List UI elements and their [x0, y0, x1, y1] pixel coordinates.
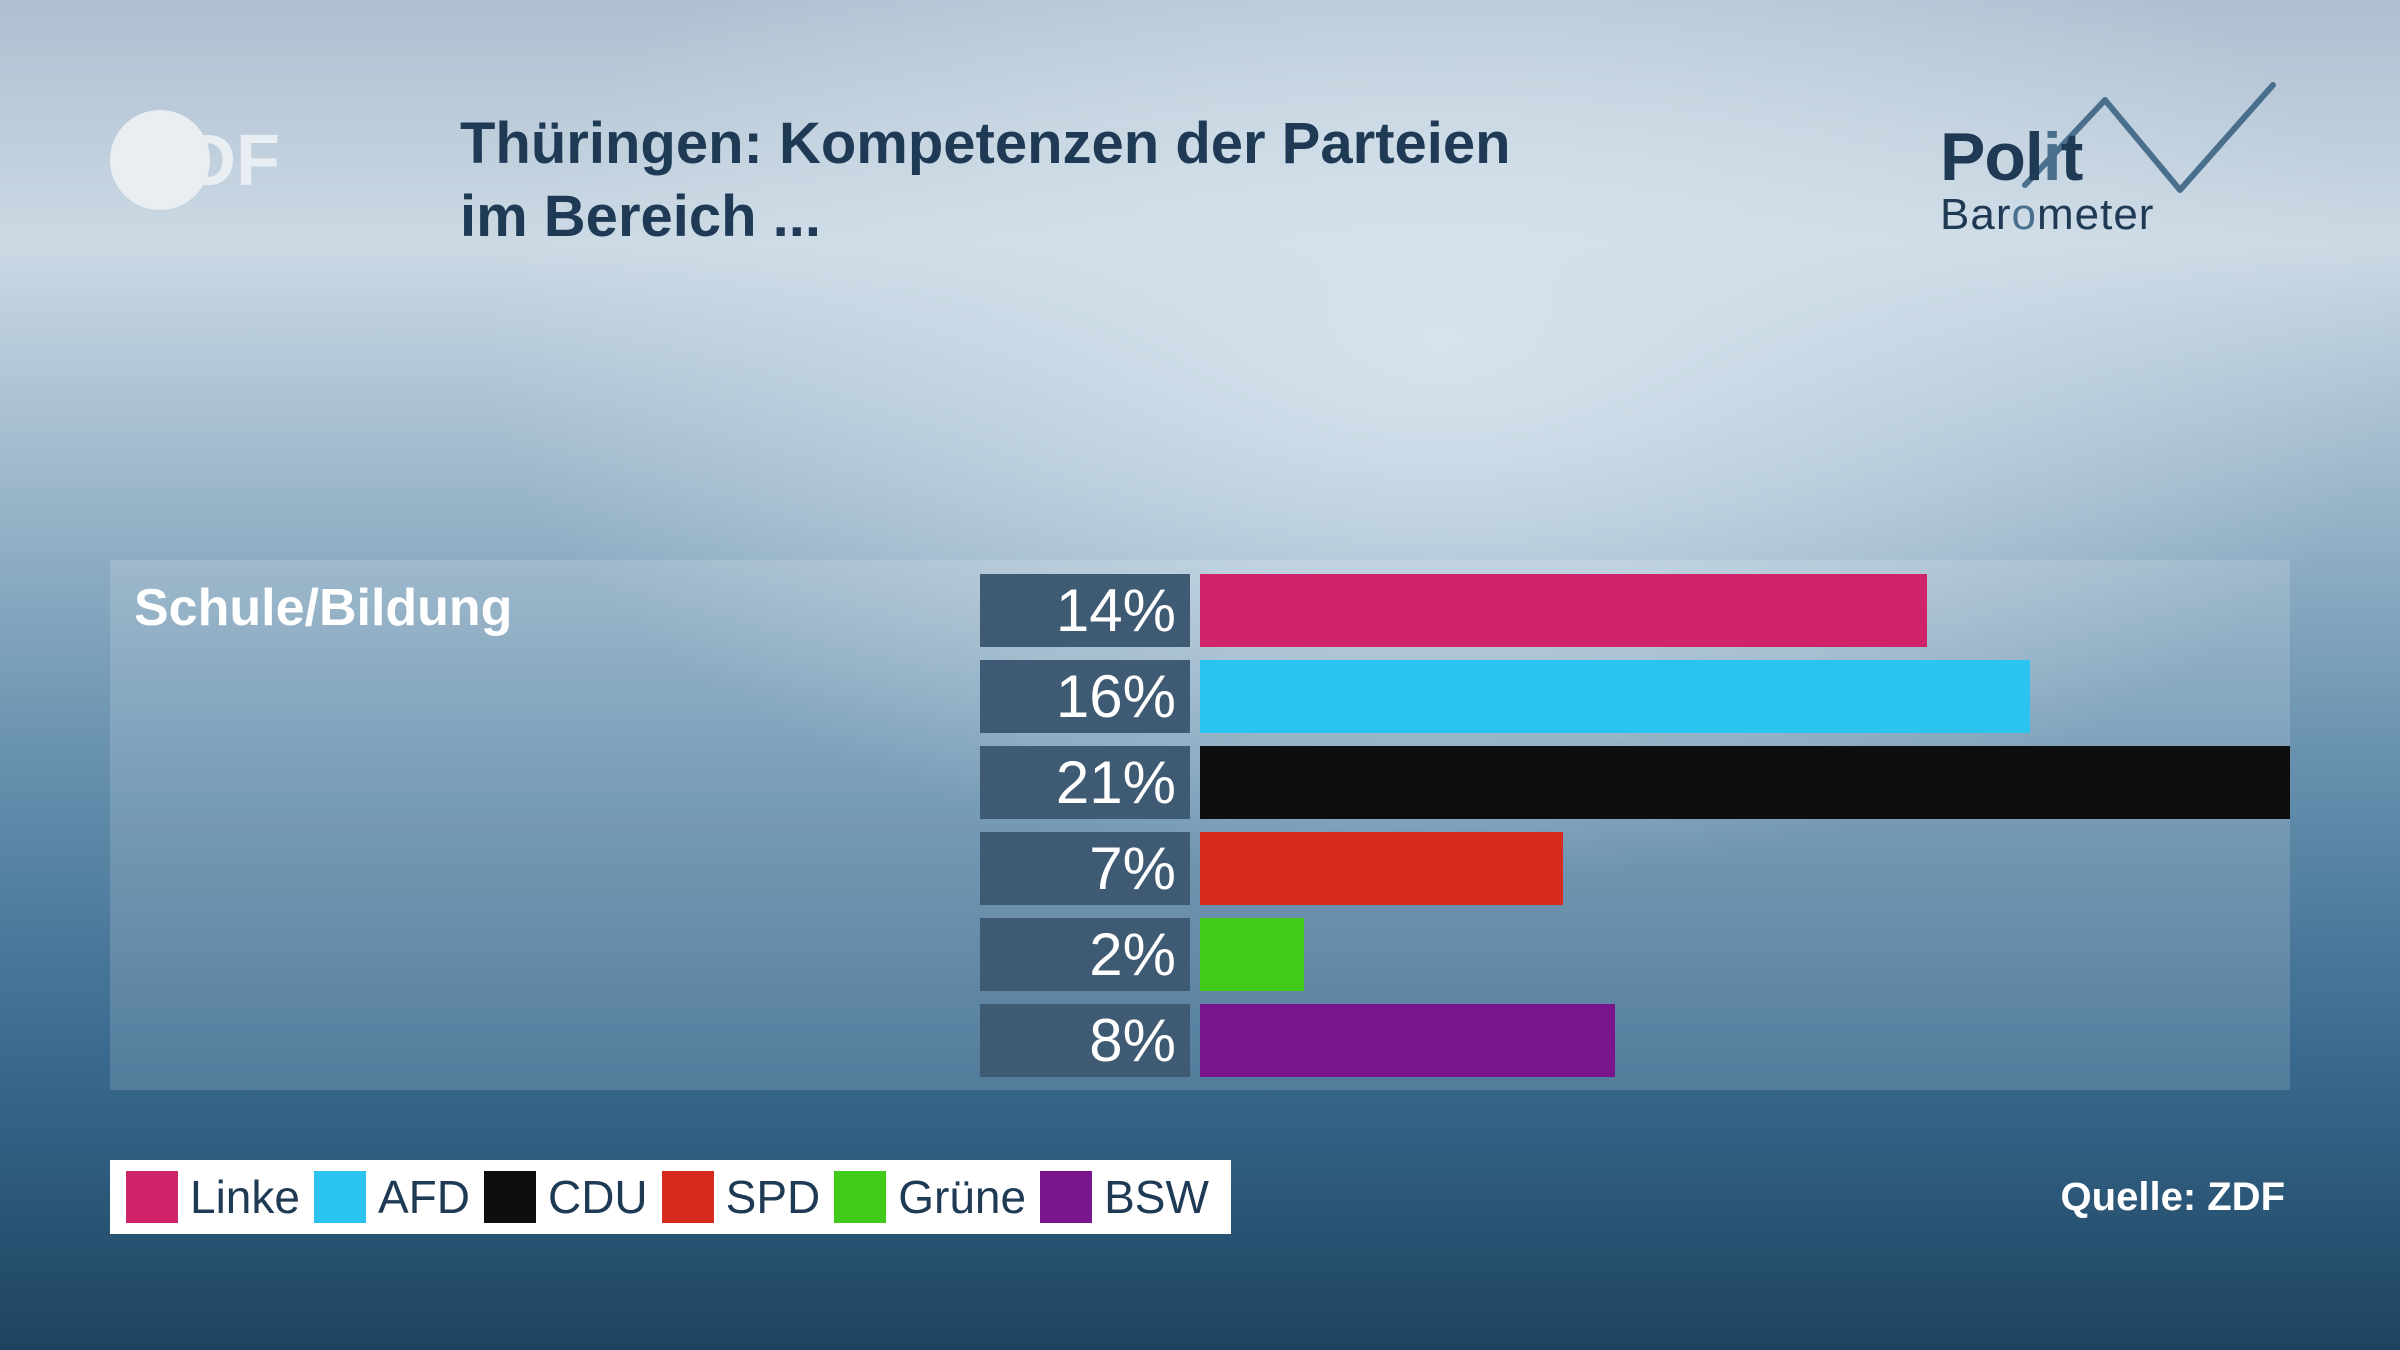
bar-track [1200, 918, 2290, 991]
chart-panel: Schule/Bildung 14% 16% 21% 7% 2% 8% [110, 560, 2290, 1090]
chart-row: 16% [980, 660, 2290, 733]
zdf-logo: DF [110, 110, 320, 210]
bar-afd [1200, 660, 2030, 733]
bar-track [1200, 832, 2290, 905]
legend-label: CDU [548, 1170, 648, 1224]
zdf-logo-text: DF [184, 120, 280, 202]
bar-grüne [1200, 918, 1304, 991]
chart-row: 2% [980, 918, 2290, 991]
chart-row: 14% [980, 574, 2290, 647]
brand-line-2: Barometer [1940, 190, 2154, 240]
title-line-2: im Bereich ... [460, 184, 821, 249]
legend-swatch [484, 1171, 536, 1223]
bar-track [1200, 1004, 2290, 1077]
pct-label: 2% [980, 918, 1190, 991]
source-text: Quelle: ZDF [2061, 1175, 2285, 1220]
pct-label: 21% [980, 746, 1190, 819]
legend-swatch [126, 1171, 178, 1223]
chart-row: 8% [980, 1004, 2290, 1077]
pct-label: 7% [980, 832, 1190, 905]
pct-label: 16% [980, 660, 1190, 733]
chart-category-label: Schule/Bildung [134, 578, 512, 638]
bar-track [1200, 660, 2290, 733]
bar-linke [1200, 574, 1927, 647]
legend-item: Grüne [834, 1170, 1026, 1224]
legend-label: Grüne [898, 1170, 1026, 1224]
legend-swatch [314, 1171, 366, 1223]
legend-swatch [1040, 1171, 1092, 1223]
page-title: Thüringen: Kompetenzen der Parteien im B… [460, 108, 1511, 253]
legend-item: SPD [662, 1170, 821, 1224]
legend-label: SPD [726, 1170, 821, 1224]
legend-swatch [834, 1171, 886, 1223]
bar-bsw [1200, 1004, 1615, 1077]
legend-item: BSW [1040, 1170, 1209, 1224]
pct-label: 14% [980, 574, 1190, 647]
pct-label: 8% [980, 1004, 1190, 1077]
legend-label: AFD [378, 1170, 470, 1224]
legend-label: BSW [1104, 1170, 1209, 1224]
brand-line-1: Polit [1940, 118, 2082, 196]
legend-item: CDU [484, 1170, 648, 1224]
politbarometer-brand: Polit Barometer [1875, 70, 2295, 270]
legend-label: Linke [190, 1170, 300, 1224]
legend-item: AFD [314, 1170, 470, 1224]
legend-swatch [662, 1171, 714, 1223]
politbarometer-chart-icon [1875, 70, 2295, 270]
chart-row: 7% [980, 832, 2290, 905]
chart-rows: 14% 16% 21% 7% 2% 8% [980, 574, 2290, 1077]
legend: Linke AFD CDU SPD Grüne BSW [110, 1160, 1231, 1234]
bar-cdu [1200, 746, 2290, 819]
title-line-1: Thüringen: Kompetenzen der Parteien [460, 111, 1511, 176]
bar-track [1200, 746, 2290, 819]
bar-spd [1200, 832, 1563, 905]
bar-track [1200, 574, 2290, 647]
chart-row: 21% [980, 746, 2290, 819]
legend-item: Linke [126, 1170, 300, 1224]
